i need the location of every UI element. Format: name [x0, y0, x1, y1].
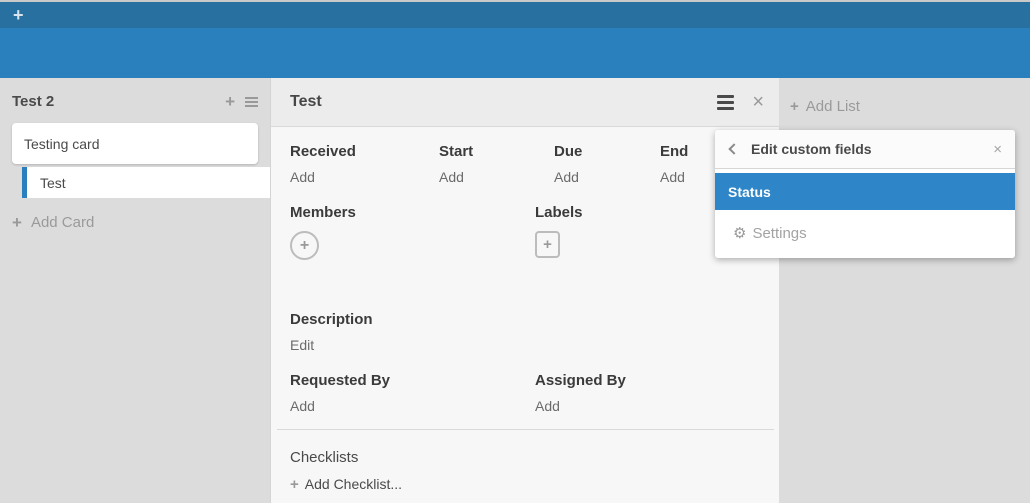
list-add-card-icon[interactable]: +: [225, 92, 235, 111]
requested-by-field: Requested By Add: [290, 372, 535, 414]
field-end: End Add: [660, 143, 779, 185]
card-title: Test: [40, 174, 66, 191]
assigned-by-label: Assigned By: [535, 372, 626, 389]
close-icon[interactable]: ×: [752, 91, 764, 113]
card-detail-title[interactable]: Test: [290, 93, 322, 110]
field-received: Received Add: [290, 143, 439, 185]
add-card-button[interactable]: + Add Card: [12, 214, 258, 231]
list-title[interactable]: Test 2: [12, 93, 55, 110]
field-label: Start: [439, 143, 474, 160]
plus-icon: +: [290, 475, 299, 493]
field-label: Due: [554, 143, 583, 160]
card-testing-card[interactable]: Testing card: [12, 123, 258, 164]
start-add-link[interactable]: Add: [439, 169, 464, 185]
settings-item[interactable]: ⚙ Settings: [715, 210, 1015, 257]
received-add-link[interactable]: Add: [290, 169, 315, 185]
card-test-selected[interactable]: Test: [22, 167, 270, 198]
description-section: Description Edit: [290, 311, 779, 353]
add-label-button[interactable]: +: [535, 231, 560, 258]
add-card-label: Add Card: [30, 214, 95, 231]
custom-field-status-item[interactable]: Status: [715, 173, 1015, 210]
settings-label: Settings: [752, 225, 807, 242]
field-label: Received: [290, 143, 356, 160]
members-field: Members +: [290, 204, 535, 260]
top-navbar: +: [0, 2, 1030, 28]
window-top-edge: [0, 0, 1030, 2]
board-header-bar: [0, 28, 1030, 78]
requested-by-add-link[interactable]: Add: [290, 398, 315, 414]
add-member-button[interactable]: +: [290, 231, 319, 260]
members-label: Members: [290, 204, 356, 221]
add-board-icon[interactable]: +: [13, 5, 24, 25]
list-menu-icon[interactable]: [245, 96, 258, 107]
date-fields-row: Received Add Start Add Due Add End Add: [290, 143, 779, 185]
field-due: Due Add: [554, 143, 660, 185]
plus-icon: +: [12, 213, 22, 232]
card-menu-icon[interactable]: [717, 94, 735, 110]
requested-by-label: Requested By: [290, 372, 391, 389]
add-list-label: Add List: [805, 98, 860, 115]
field-label: End: [660, 143, 689, 160]
requested-assigned-row: Requested By Add Assigned By Add: [290, 372, 779, 414]
checklists-label: Checklists: [290, 449, 359, 466]
list-header-icons: +: [225, 93, 258, 110]
edit-custom-fields-popup: Edit custom fields × Status ⚙ Settings: [715, 130, 1015, 258]
field-start: Start Add: [439, 143, 554, 185]
popup-title: Edit custom fields: [751, 141, 872, 157]
popup-body: Status ⚙ Settings: [715, 169, 1015, 258]
board-canvas: Test 2 + Testing card Test + Add Card Te…: [0, 78, 1030, 503]
back-chevron-icon[interactable]: [728, 143, 740, 155]
popup-close-icon[interactable]: ×: [993, 140, 1002, 158]
due-add-link[interactable]: Add: [554, 169, 579, 185]
card-detail-panel: Test × Received Add Start Add Due: [270, 78, 779, 503]
description-edit-link[interactable]: Edit: [290, 337, 315, 353]
assigned-by-field: Assigned By Add: [535, 372, 779, 414]
labels-field: Labels +: [535, 204, 779, 260]
list-header: Test 2 +: [0, 78, 270, 123]
assigned-by-add-link[interactable]: Add: [535, 398, 560, 414]
plus-icon: +: [790, 98, 799, 115]
description-label: Description: [290, 311, 373, 328]
card-detail-body: Received Add Start Add Due Add End Add: [271, 127, 779, 492]
card-detail-header: Test ×: [271, 78, 779, 127]
plus-icon: +: [299, 236, 310, 254]
add-checklist-button[interactable]: + Add Checklist...: [290, 476, 779, 492]
custom-field-label: Status: [728, 183, 771, 200]
card-title: Testing card: [24, 135, 100, 152]
checklists-section: Checklists + Add Checklist...: [290, 449, 779, 492]
labels-label: Labels: [535, 204, 583, 221]
plus-icon: +: [543, 236, 552, 253]
add-list-button[interactable]: + Add List: [790, 98, 860, 115]
add-checklist-label: Add Checklist...: [304, 476, 403, 492]
members-labels-row: Members + Labels +: [290, 204, 779, 260]
section-divider: [277, 429, 774, 430]
popup-header: Edit custom fields ×: [715, 130, 1015, 169]
list-column: Test 2 + Testing card Test + Add Card: [0, 78, 270, 503]
gear-icon: ⚙: [733, 225, 747, 242]
end-add-link[interactable]: Add: [660, 169, 685, 185]
